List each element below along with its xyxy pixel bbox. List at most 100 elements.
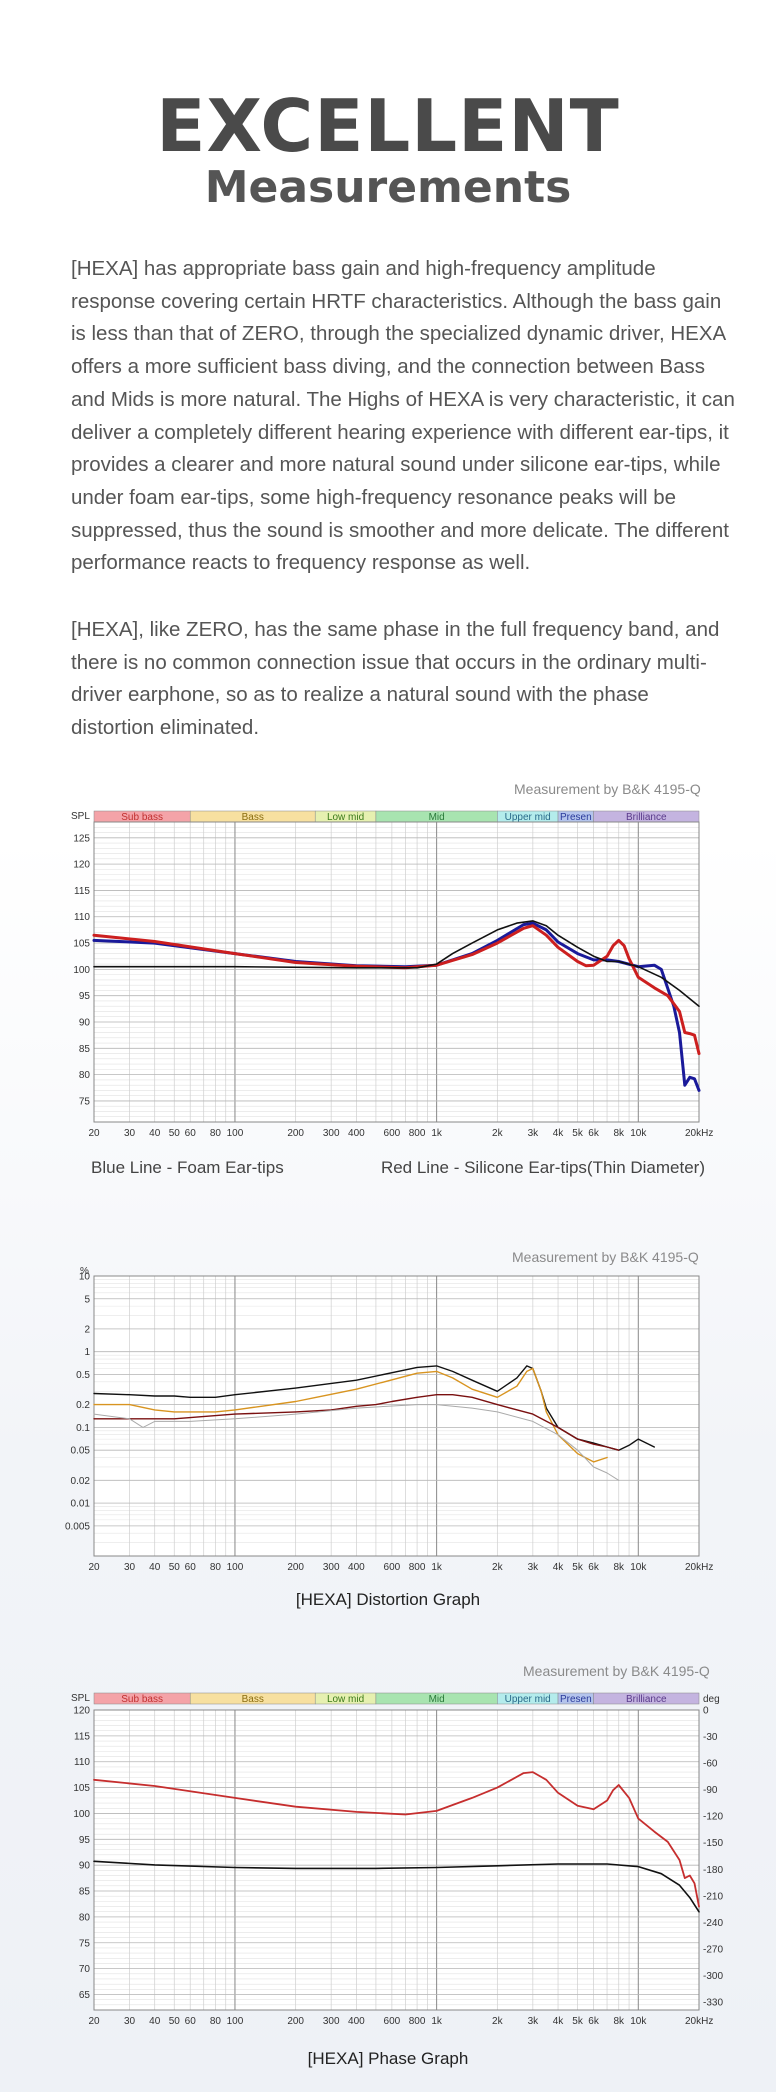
x-tick-label: 3k [528, 1128, 540, 1139]
x-tick-label: 10k [630, 1128, 647, 1139]
intro-paragraph: [HEXA] has appropriate bass gain and hig… [71, 257, 735, 575]
band-label: Low mid [327, 812, 364, 823]
y2-tick-label: -210 [703, 1891, 723, 1902]
y-tick-label: 110 [74, 1757, 90, 1768]
x-tick-label: 2k [492, 2016, 504, 2027]
x-tick-label: 80 [210, 1128, 222, 1139]
page-subtitle: Measurements [204, 162, 572, 213]
y-tick-label: 120 [73, 860, 90, 871]
x-tick-label: 40 [149, 2016, 161, 2027]
band-label: Mid [429, 812, 445, 823]
y2-tick-label: -330 [703, 1998, 723, 2009]
x-tick-label: 100 [227, 2016, 244, 2027]
x-tick-label: 300 [323, 1562, 340, 1572]
y-tick-label: 95 [79, 1835, 91, 1846]
x-tick-label: 10k [630, 2016, 647, 2027]
plot-frame [93, 1709, 700, 2011]
chart1-source-label: Measurement by B&K 4195-Q [514, 781, 701, 797]
y-tick-label: 80 [79, 1070, 91, 1081]
plot-area [94, 822, 699, 1122]
x-tick-label: 4k [553, 1128, 565, 1139]
x-tick-label: 50 [169, 1562, 181, 1572]
x-tick-label: 8k [613, 1562, 625, 1572]
x-tick-label: 5k [572, 2016, 584, 2027]
frequency-response-chart: Sub bass Bass Low mid Mid Upper mid Presen Bri… [71, 810, 713, 1139]
y2-tick-label: -30 [703, 1732, 718, 1743]
y-tick-label: 100 [73, 965, 90, 976]
x-tick-label: 60 [185, 1128, 197, 1139]
y-tick-label: 85 [79, 1887, 91, 1898]
x-tick-label: 5k [572, 1562, 584, 1572]
x-tick-label: 300 [323, 2016, 340, 2027]
band-label: Sub bass [121, 1694, 163, 1705]
y-tick-label: 2 [84, 1324, 90, 1335]
x-tick-label: 60 [185, 2016, 197, 2027]
y2-tick-label: -60 [703, 1759, 718, 1770]
y2-tick-label: -150 [703, 1838, 723, 1849]
band-label: Bass [242, 812, 264, 823]
phase-chart: Sub bass Bass Low mid Mid Upper mid Presen Bri… [71, 1692, 723, 2027]
y-tick-label: 75 [79, 1938, 91, 1949]
x-tick-label: 400 [348, 2016, 365, 2027]
x-tick-label: 100 [227, 1562, 244, 1572]
distortion-caption: [HEXA] Distortion Graph [295, 1590, 481, 1609]
band-label: Mid [429, 1694, 445, 1705]
y-tick-label: 0.1 [76, 1423, 90, 1434]
y-tick-label: 0.005 [65, 1521, 90, 1532]
x-tick-label: 1k [431, 1128, 443, 1139]
x-tick-label: 600 [384, 1128, 401, 1139]
x-tick-label: 800 [409, 1128, 426, 1139]
x-tick-label: 5k [572, 1128, 584, 1139]
x-tick-label: 30 [124, 1128, 136, 1139]
series-line-2 [93, 920, 700, 1007]
x-tick-label: 80 [210, 2016, 222, 2027]
legend-blue-foam: Blue Line - Foam Ear-tips [91, 1158, 284, 1177]
band-label: Upper mid [505, 812, 551, 823]
x-tick-label: 800 [409, 2016, 426, 2027]
x-tick-label: 40 [149, 1128, 161, 1139]
y2-tick-label: -300 [703, 1971, 723, 1982]
y-tick-label: 0.2 [76, 1400, 90, 1411]
band-label: Brilliance [626, 1694, 667, 1705]
series-line-1 [93, 1367, 608, 1463]
y2-tick-label: -120 [703, 1812, 723, 1823]
y-tick-label: 120 [73, 1706, 90, 1717]
chart3-source-label: Measurement by B&K 4195-Q [523, 1663, 710, 1679]
y2-tick-label: -240 [703, 1918, 723, 1929]
x-tick-label: 300 [323, 1128, 340, 1139]
y-tick-label: 75 [79, 1096, 91, 1107]
y-tick-label: 115 [74, 886, 90, 897]
chart2-source-label: Measurement by B&K 4195-Q [512, 1249, 699, 1265]
x-tick-label: 400 [348, 1128, 365, 1139]
y-tick-label: 85 [79, 1044, 91, 1055]
x-tick-label: 20kHz [685, 1128, 713, 1139]
band-label: Upper mid [505, 1694, 551, 1705]
y-tick-label: 0.5 [76, 1370, 90, 1381]
x-tick-label: 1k [431, 1562, 443, 1572]
x-tick-label: 6k [588, 1128, 600, 1139]
y-tick-label: 90 [79, 1018, 91, 1029]
band-label: Brilliance [626, 812, 667, 823]
y-tick-label: 105 [73, 1783, 90, 1794]
x-tick-label: 20kHz [685, 1562, 713, 1572]
x-tick-label: 3k [528, 1562, 540, 1572]
x-tick-label: 8k [613, 2016, 625, 2027]
series-line-0 [93, 1771, 700, 1908]
x-tick-label: 800 [409, 1562, 426, 1572]
phase-paragraph: [HEXA], like ZERO, has the same phase in… [71, 618, 720, 740]
y-axis-label: SPL [71, 1693, 90, 1704]
x-tick-label: 200 [287, 2016, 304, 2027]
y2-tick-label: -90 [703, 1785, 718, 1796]
x-tick-label: 4k [553, 2016, 565, 2027]
y-axis-label: SPL [71, 811, 90, 822]
series-line-1 [93, 1860, 700, 1913]
x-tick-label: 20 [88, 1128, 100, 1139]
y-tick-label: 0.05 [71, 1446, 91, 1457]
y-tick-label: 125 [73, 833, 90, 844]
y-tick-label: 10 [79, 1272, 91, 1283]
y-tick-label: 110 [74, 912, 90, 923]
x-tick-label: 10k [630, 1562, 647, 1572]
y2-tick-label: 0 [703, 1706, 709, 1717]
x-tick-label: 2k [492, 1562, 504, 1572]
band-label: Bass [242, 1694, 264, 1705]
